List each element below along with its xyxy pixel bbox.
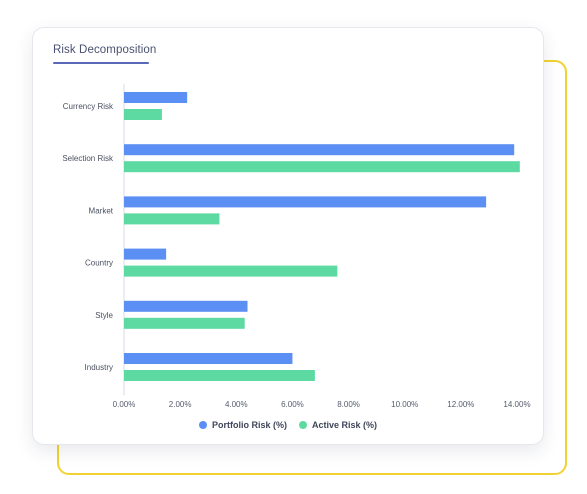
bar-portfolio-risk bbox=[124, 92, 188, 103]
bar-active-risk bbox=[124, 213, 220, 225]
x-tick-label: 8.00% bbox=[337, 400, 360, 409]
x-tick-label: 10.00% bbox=[391, 400, 418, 409]
x-tick-label: 0.00% bbox=[113, 400, 136, 409]
chart-card: Risk Decomposition Currency Risk Selectio… bbox=[32, 27, 544, 445]
bar-active-risk bbox=[124, 161, 520, 173]
bar-portfolio-risk bbox=[124, 144, 515, 156]
bar-portfolio-risk bbox=[124, 248, 167, 260]
bar-portfolio-risk bbox=[124, 196, 487, 208]
x-tick-label: 14.00% bbox=[503, 400, 530, 409]
bar-active-risk bbox=[124, 109, 162, 120]
legend-dot-active bbox=[298, 421, 307, 429]
legend-label-active: Active Risk (%) bbox=[311, 420, 378, 430]
legend-item-portfolio[interactable]: Portfolio Risk (%) bbox=[198, 420, 287, 430]
category-label: Currency Risk bbox=[63, 102, 114, 111]
bar-active-risk bbox=[124, 317, 245, 329]
category-label: Style bbox=[95, 311, 113, 320]
x-tick-label: 2.00% bbox=[169, 400, 192, 409]
legend-dot-portfolio bbox=[198, 421, 207, 429]
x-tick-label: 6.00% bbox=[281, 400, 304, 409]
category-label: Country bbox=[85, 259, 113, 268]
chart-legend: Portfolio Risk (%) Active Risk (%) bbox=[33, 420, 543, 430]
x-tick-label: 12.00% bbox=[447, 400, 474, 409]
legend-label-portfolio: Portfolio Risk (%) bbox=[211, 420, 287, 430]
chart-title: Risk Decomposition bbox=[53, 44, 157, 56]
bar-active-risk bbox=[124, 370, 315, 381]
legend-item-active[interactable]: Active Risk (%) bbox=[298, 420, 378, 430]
bar-portfolio-risk bbox=[124, 353, 293, 364]
bar-chart: Currency Risk Selection Risk Market Country… bbox=[62, 84, 531, 409]
category-label: Selection Risk bbox=[62, 154, 114, 163]
bar-portfolio-risk bbox=[124, 300, 248, 312]
category-label: Industry bbox=[85, 363, 113, 372]
bar-active-risk bbox=[124, 265, 338, 277]
category-label: Market bbox=[89, 206, 114, 215]
x-tick-label: 4.00% bbox=[225, 400, 248, 409]
title-underline bbox=[53, 62, 149, 64]
